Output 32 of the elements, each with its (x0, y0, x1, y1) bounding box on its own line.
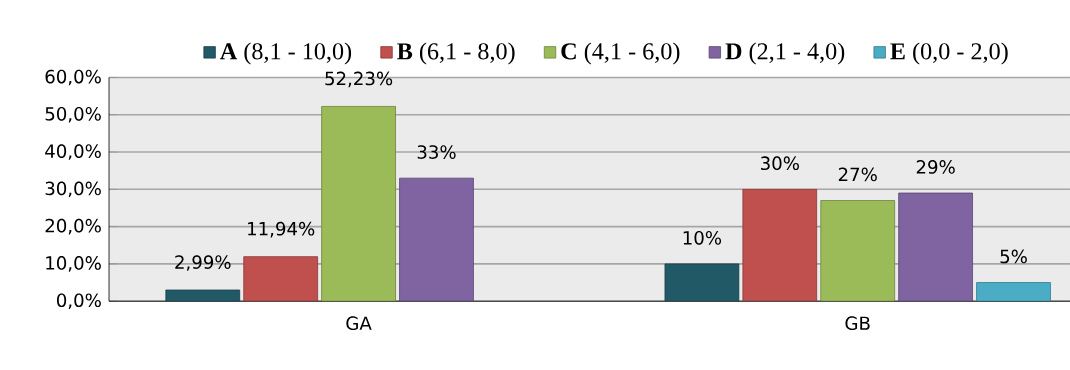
legend-label: D (2,1 - 4,0) (725, 42, 845, 65)
legend-label: C (4,1 - 6,0) (561, 42, 680, 65)
y-tick-label: 30,0% (45, 181, 101, 198)
bar (165, 289, 241, 302)
bar (243, 256, 319, 302)
data-label: 29% (916, 160, 955, 174)
y-tick-label: 10,0% (46, 256, 101, 272)
x-tick-label: GA (346, 316, 372, 331)
y-tick-label: 20,0% (45, 218, 101, 235)
data-label: 11,94% (248, 221, 315, 238)
bar (976, 282, 1051, 302)
data-label: 10% (683, 230, 722, 245)
bar (742, 188, 818, 302)
legend-label: A (8,1 - 10,0) (220, 42, 352, 65)
data-label: 27% (838, 167, 877, 182)
bar (321, 106, 396, 302)
legend-label: B (6,1 - 8,0) (397, 42, 515, 65)
data-label: 33% (417, 145, 456, 159)
legend-label: E (0,0 - 2,0) (890, 42, 1008, 65)
y-tick-label: 40,0% (45, 144, 101, 160)
data-label: 5% (1000, 249, 1027, 264)
y-tick-label: 60,0% (45, 69, 101, 86)
bar (898, 192, 973, 302)
bar (820, 200, 896, 302)
data-label: 52,23% (325, 71, 393, 88)
y-tick-label: 0,0% (57, 293, 101, 309)
bar (664, 263, 740, 302)
bar (399, 177, 474, 302)
data-label: 30% (761, 156, 799, 171)
y-tick-label: 50,0% (45, 106, 101, 123)
x-tick-label: GB (845, 316, 870, 331)
data-label: 2,99% (175, 255, 231, 271)
